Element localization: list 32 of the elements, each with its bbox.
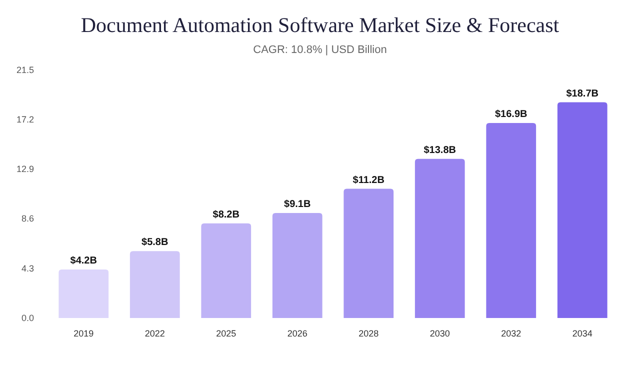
- data-label: $16.9B: [495, 109, 528, 120]
- x-tick-label: 2022: [144, 328, 165, 338]
- data-label: $4.2B: [70, 256, 97, 267]
- bar: [557, 102, 608, 318]
- bar: [344, 188, 394, 318]
- chart-title: Document Automation Software Market Size & Forecast: [80, 13, 560, 37]
- bar: [486, 123, 536, 318]
- y-tick-label: 21.5: [16, 64, 34, 75]
- data-label: $8.2B: [212, 209, 240, 220]
- bar: [201, 223, 252, 318]
- y-tick-label: 8.6: [21, 214, 34, 224]
- bar: [272, 213, 322, 318]
- bar: [130, 251, 180, 318]
- chart-subtitle: CAGR: 10.8% | USD Billion: [253, 44, 387, 56]
- bar: [414, 158, 465, 318]
- x-tick-label: 2025: [216, 328, 236, 338]
- x-tick-label: 2034: [572, 328, 592, 338]
- y-tick-label: 12.9: [16, 164, 34, 174]
- data-label: $11.2B: [352, 174, 384, 186]
- x-tick-label: 2032: [501, 328, 522, 338]
- data-label: $18.7B: [566, 88, 598, 100]
- y-tick-label: 4.3: [21, 263, 34, 274]
- bar: [58, 270, 109, 318]
- data-label: $5.8B: [142, 237, 168, 248]
- x-tick-label: 2028: [358, 328, 379, 338]
- data-label: $9.1B: [284, 199, 311, 210]
- data-label: $13.8B: [424, 144, 456, 156]
- x-tick-label: 2019: [74, 328, 94, 338]
- x-tick-label: 2030: [430, 328, 450, 338]
- y-tick-label: 17.2: [16, 114, 34, 124]
- y-tick-label: 0.0: [21, 312, 34, 323]
- x-tick-label: 2026: [287, 328, 308, 338]
